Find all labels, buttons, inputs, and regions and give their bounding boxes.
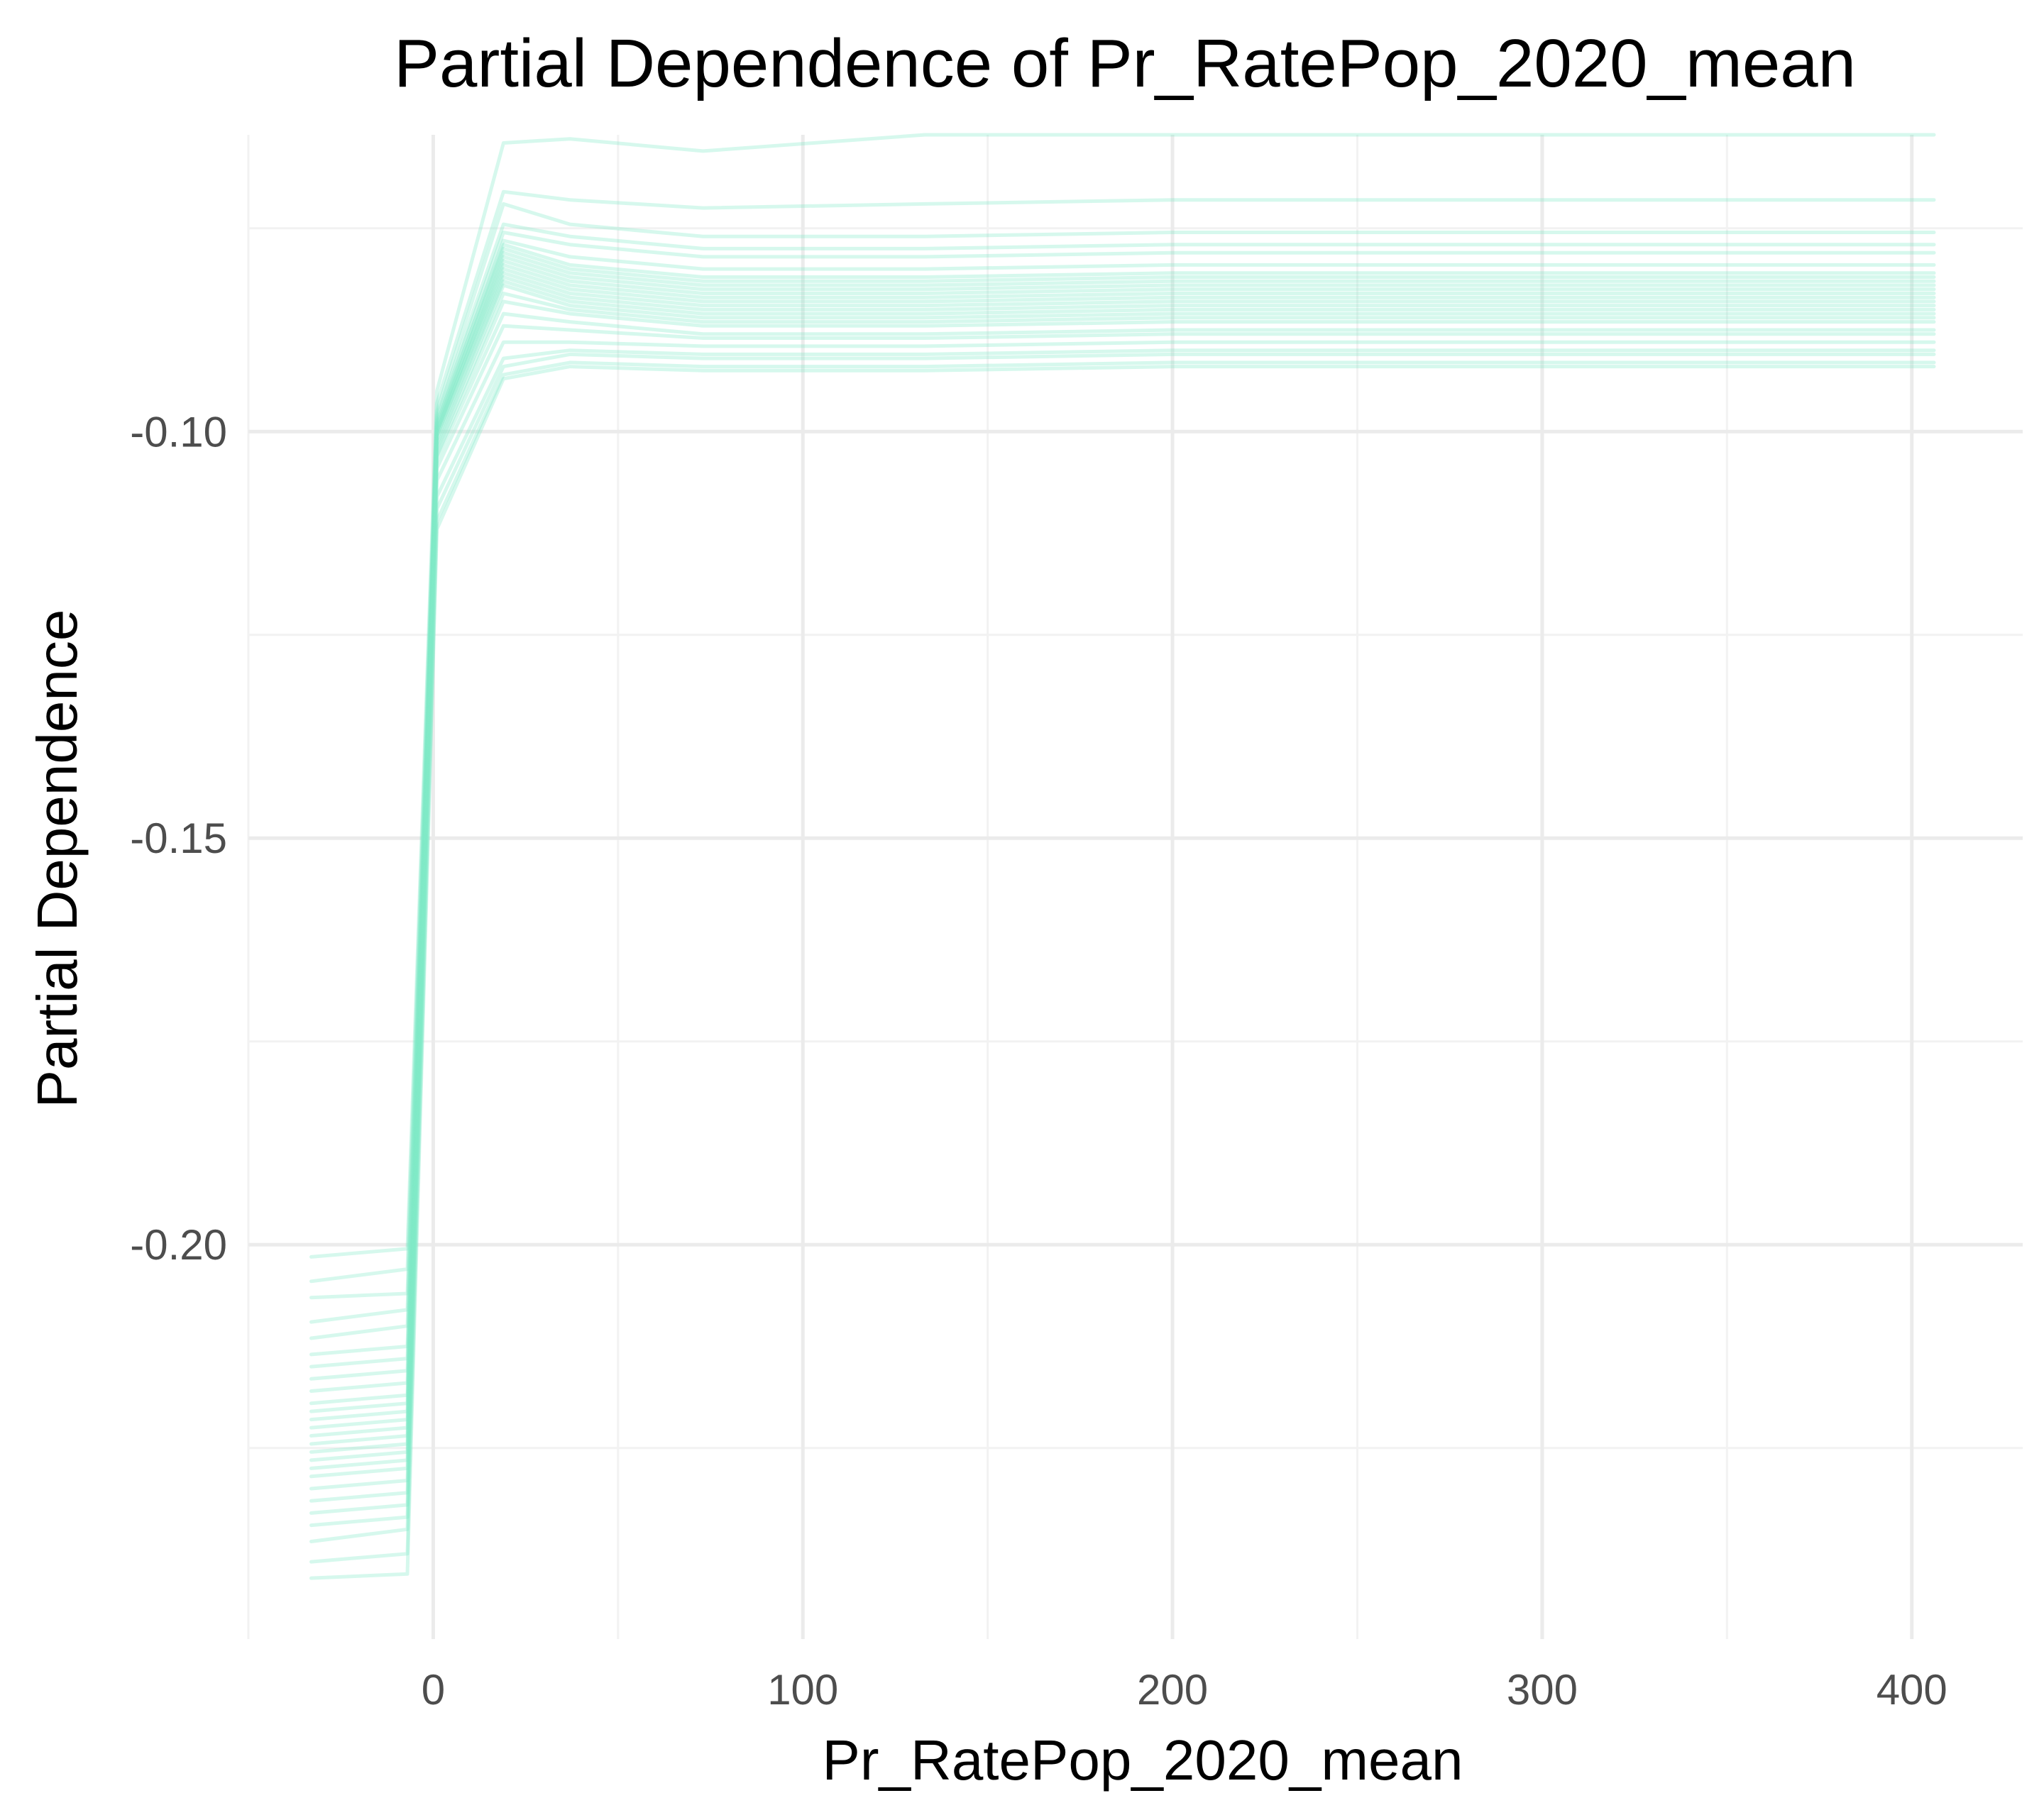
x-tick-label: 0 xyxy=(422,1666,445,1714)
ice-line xyxy=(309,243,1936,1369)
x-tick-label: 400 xyxy=(1877,1666,1947,1714)
y-tick-label: -0.10 xyxy=(130,408,227,456)
x-tick-label: 300 xyxy=(1507,1666,1578,1714)
ice-line xyxy=(309,255,1936,1406)
ice-line xyxy=(309,348,1936,1528)
ice-line xyxy=(309,360,1936,1564)
ice-line xyxy=(309,292,1936,1470)
ice-line xyxy=(309,324,1936,1503)
ice-line xyxy=(309,250,1936,1393)
ice-line xyxy=(309,189,1936,1284)
ice-line xyxy=(309,283,1936,1462)
ice-line xyxy=(309,340,1936,1515)
ice-line xyxy=(309,246,1936,1381)
ice-line xyxy=(309,352,1936,1543)
ice-line xyxy=(309,299,1936,1479)
chart-title: Partial Dependence of Pr_RatePop_2020_me… xyxy=(394,26,1856,101)
ice-line xyxy=(309,259,1936,1413)
y-axis-title: Partial Dependence xyxy=(26,610,89,1108)
x-axis-title: Pr_RatePop_2020_mean xyxy=(823,1728,1463,1792)
y-tick-label: -0.15 xyxy=(130,815,227,862)
ice-line xyxy=(309,271,1936,1438)
x-tick-label: 100 xyxy=(767,1666,838,1714)
ice-line xyxy=(309,279,1936,1454)
ice-line xyxy=(309,202,1936,1300)
y-tick-label: -0.20 xyxy=(130,1221,227,1269)
ice-line xyxy=(309,231,1936,1340)
ice-line xyxy=(309,238,1936,1357)
ice-line xyxy=(309,275,1936,1446)
tick-labels: 0 100 200 300 400 -0.10 -0.15 -0.20 xyxy=(130,408,1947,1714)
ice-line xyxy=(309,267,1936,1430)
ice-line xyxy=(309,222,1936,1324)
ice-lines xyxy=(309,133,1936,1580)
x-tick-label: 200 xyxy=(1137,1666,1208,1714)
ice-line xyxy=(309,263,1936,1422)
grid-layer xyxy=(247,135,2023,1639)
ice-line xyxy=(309,365,1936,1580)
ice-line xyxy=(309,133,1936,1259)
ice-line xyxy=(309,311,1936,1491)
